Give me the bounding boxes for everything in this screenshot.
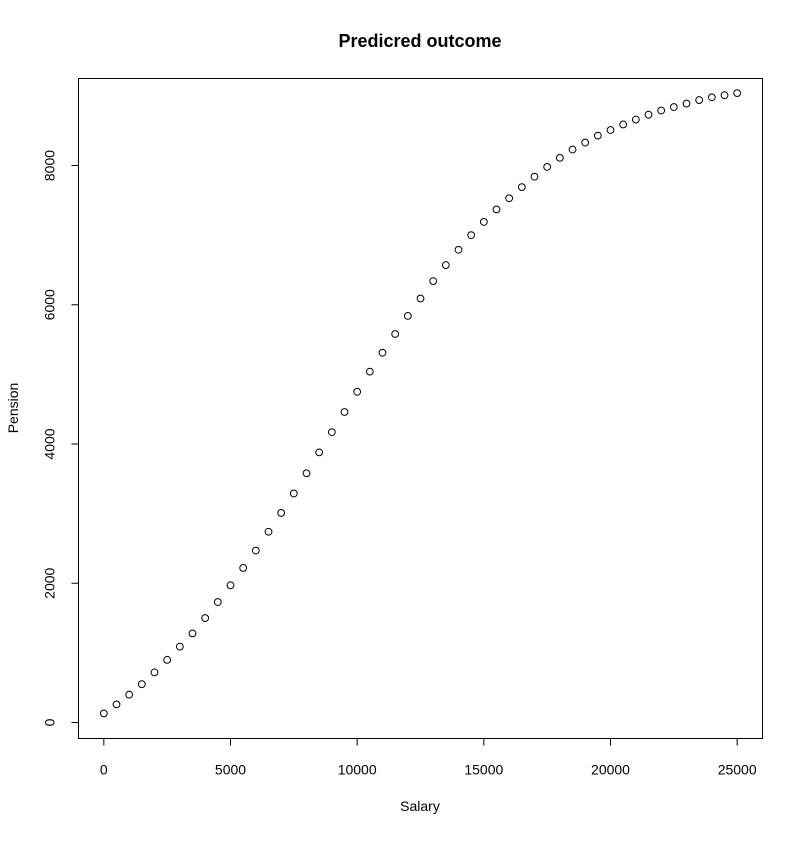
data-point (568, 145, 577, 154)
data-point (606, 126, 615, 134)
data-point (391, 330, 400, 338)
data-point (188, 629, 197, 638)
data-point (289, 489, 298, 498)
x-tick-label: 20000 (591, 762, 630, 778)
data-point (327, 428, 336, 437)
x-tick-label: 15000 (464, 762, 503, 778)
data-point (669, 103, 678, 111)
data-points (99, 89, 742, 718)
data-point (239, 564, 248, 572)
x-tick-label: 0 (100, 762, 108, 778)
chart-title: Predicred outcome (338, 31, 501, 51)
data-point (403, 312, 412, 320)
data-point (112, 700, 121, 709)
data-point (277, 509, 286, 517)
x-tick-label: 5000 (215, 762, 246, 778)
data-point (125, 690, 134, 699)
y-axis: 0 2000 4000 6000 8000 (42, 150, 79, 726)
data-point (505, 194, 514, 203)
data-point (593, 131, 602, 140)
data-point (429, 277, 438, 285)
y-tick-label: 6000 (42, 289, 58, 320)
data-point (479, 218, 488, 226)
data-point (213, 598, 222, 606)
data-point (517, 183, 526, 192)
x-tick-label: 25000 (718, 762, 757, 778)
data-point (264, 527, 273, 536)
data-point (251, 546, 260, 555)
y-tick-label: 0 (42, 718, 58, 726)
data-point (365, 367, 374, 376)
data-point (378, 348, 387, 357)
x-axis-label: Salary (400, 798, 440, 814)
data-point (631, 115, 640, 124)
data-point (530, 172, 539, 181)
data-point (555, 153, 564, 162)
data-point (581, 138, 590, 147)
data-point (163, 655, 172, 664)
data-point (492, 205, 501, 214)
data-point (137, 680, 146, 689)
data-point (543, 163, 552, 171)
data-point (707, 93, 716, 102)
data-point (99, 709, 108, 718)
plot-frame (78, 78, 763, 739)
data-point (226, 581, 235, 590)
data-point (682, 99, 691, 108)
y-axis-label: Pension (5, 383, 21, 434)
data-point (302, 469, 311, 478)
x-axis: 0 5000 10000 15000 20000 25000 (100, 738, 757, 778)
y-tick-label: 8000 (42, 150, 58, 181)
data-point (441, 261, 450, 269)
data-point (416, 294, 425, 303)
data-point (340, 408, 349, 416)
data-point (454, 245, 463, 254)
data-point (175, 642, 184, 651)
data-point (150, 668, 159, 677)
data-point (644, 110, 653, 119)
data-point (353, 387, 362, 396)
data-point (315, 448, 324, 457)
y-tick-label: 2000 (42, 567, 58, 598)
data-point (733, 89, 742, 98)
data-point (201, 614, 210, 622)
y-tick-label: 4000 (42, 428, 58, 459)
data-point (619, 120, 628, 129)
data-point (720, 91, 729, 100)
data-point (695, 96, 704, 104)
data-point (467, 231, 476, 240)
data-point (657, 106, 666, 115)
x-tick-label: 10000 (338, 762, 377, 778)
